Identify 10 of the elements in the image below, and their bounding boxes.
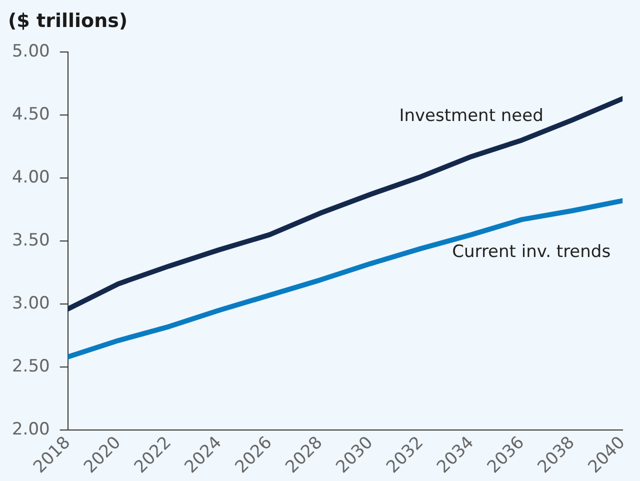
y-axis-title: ($ trillions) — [8, 10, 128, 32]
y-tick-label: 5.00 — [12, 41, 50, 62]
series-label: Current inv. trends — [452, 242, 611, 262]
y-tick-label: 2.50 — [12, 356, 50, 376]
y-tick-label: 4.00 — [12, 167, 50, 188]
y-tick-label: 3.00 — [12, 293, 50, 314]
y-tick-label: 4.50 — [12, 104, 50, 124]
y-tick-label: 2.00 — [12, 419, 50, 440]
y-tick-label: 3.50 — [12, 230, 50, 250]
series-label: Investment need — [399, 106, 544, 126]
